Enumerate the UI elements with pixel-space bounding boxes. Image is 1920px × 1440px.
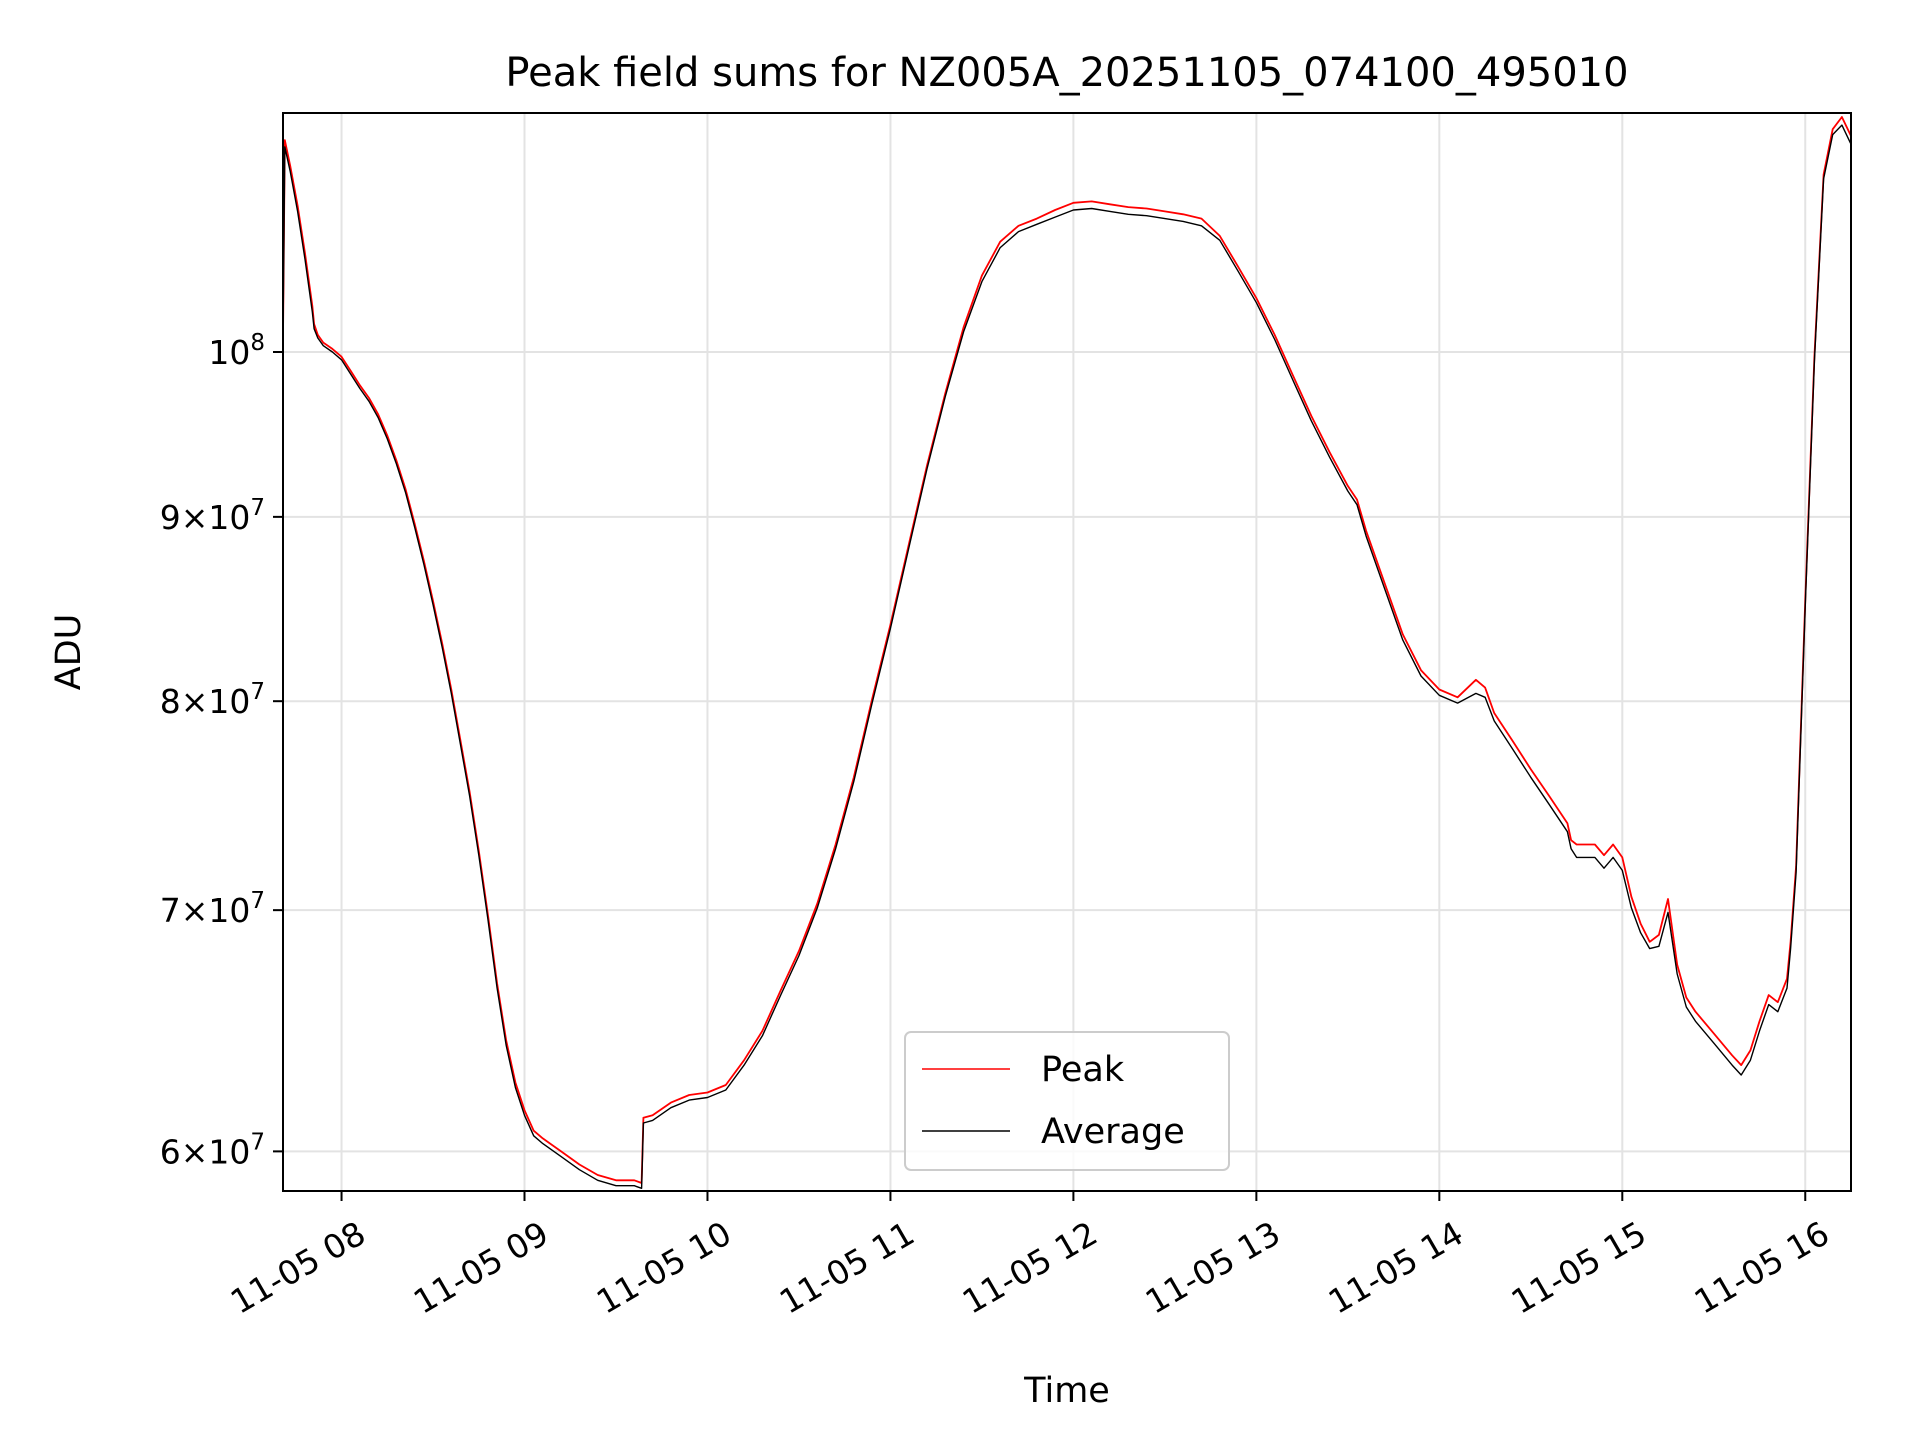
x-tick-label: 11-05 16 <box>1688 1214 1836 1322</box>
y-tick-exponent: 7 <box>250 888 265 914</box>
x-axis-label: Time <box>1023 1371 1110 1411</box>
series-line-average <box>282 124 1852 1190</box>
legend-label-average: Average <box>1041 1112 1185 1152</box>
x-tick-label: 11-05 09 <box>407 1214 555 1322</box>
y-tick-base: 8×10 <box>160 682 251 721</box>
y-tick-label: 7×107 <box>160 888 265 930</box>
y-tick-label: 108 <box>208 330 265 372</box>
y-tick-exponent: 7 <box>250 1129 265 1155</box>
x-tick-label: 11-05 08 <box>224 1214 372 1322</box>
legend-label-peak: Peak <box>1041 1050 1125 1090</box>
x-axis: 11-05 08 11-05 09 11-05 10 11-05 11 11-05 12… <box>224 1191 1836 1322</box>
x-tick-label: 11-05 10 <box>590 1214 738 1322</box>
x-tick-label: 11-05 14 <box>1322 1214 1470 1322</box>
x-tick-label: 11-05 13 <box>1139 1214 1287 1322</box>
y-axis-label: ADU <box>49 614 89 691</box>
y-tick-label: 8×107 <box>160 679 265 721</box>
y-tick-label: 9×107 <box>160 495 265 537</box>
chart-title: Peak field sums for NZ005A_20251105_0741… <box>505 50 1628 96</box>
y-tick-base: 6×10 <box>160 1132 251 1171</box>
y-tick-base: 10 <box>208 333 250 372</box>
series-layer <box>282 116 1852 1190</box>
series-line-peak <box>282 116 1852 1184</box>
legend-box <box>904 1031 1230 1171</box>
x-tick-label: 11-05 12 <box>956 1214 1104 1322</box>
y-tick-label: 6×107 <box>160 1129 265 1171</box>
y-tick-exponent: 7 <box>250 679 265 705</box>
x-tick-label: 11-05 11 <box>773 1214 921 1322</box>
y-tick-exponent: 8 <box>250 330 265 356</box>
y-tick-base: 7×10 <box>160 891 251 930</box>
grid <box>283 113 1851 1191</box>
x-tick-label: 11-05 15 <box>1505 1214 1653 1322</box>
y-tick-exponent: 7 <box>250 495 265 521</box>
plot-frame <box>282 112 1852 1192</box>
y-tick-base: 9×10 <box>160 498 251 537</box>
legend: Peak Average <box>904 1031 1230 1171</box>
